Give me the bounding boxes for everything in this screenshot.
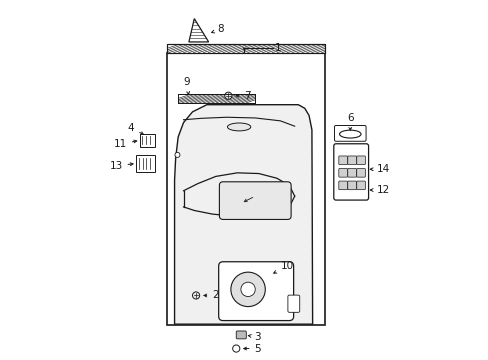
Circle shape [192, 292, 199, 299]
Text: 14: 14 [369, 164, 389, 174]
FancyBboxPatch shape [338, 181, 346, 190]
FancyBboxPatch shape [334, 126, 366, 141]
Text: 12: 12 [369, 185, 389, 195]
Polygon shape [174, 105, 312, 324]
FancyBboxPatch shape [287, 295, 299, 312]
Text: 4: 4 [127, 123, 143, 135]
Text: 11: 11 [113, 139, 137, 149]
FancyBboxPatch shape [218, 262, 293, 320]
FancyBboxPatch shape [356, 168, 365, 177]
FancyBboxPatch shape [236, 331, 246, 339]
Text: 1: 1 [274, 43, 281, 53]
Circle shape [232, 345, 239, 352]
Ellipse shape [339, 130, 360, 138]
Text: 9: 9 [183, 77, 190, 94]
Circle shape [241, 282, 255, 297]
FancyBboxPatch shape [356, 156, 365, 165]
FancyBboxPatch shape [140, 134, 155, 147]
Bar [178, 94, 255, 103]
Text: 10: 10 [273, 261, 293, 273]
Text: 7: 7 [236, 91, 251, 101]
Bar [167, 44, 325, 53]
Bar [167, 44, 325, 53]
Text: 5: 5 [243, 343, 261, 354]
Ellipse shape [227, 123, 250, 131]
FancyBboxPatch shape [338, 168, 346, 177]
FancyBboxPatch shape [347, 168, 356, 177]
Polygon shape [188, 19, 208, 42]
Bar [167, 53, 325, 325]
Bar [178, 94, 255, 103]
FancyBboxPatch shape [333, 144, 368, 200]
Text: 8: 8 [211, 24, 224, 35]
Text: 6: 6 [346, 113, 353, 130]
Circle shape [224, 92, 231, 99]
Text: 3: 3 [248, 332, 261, 342]
FancyBboxPatch shape [347, 156, 356, 165]
Text: 2: 2 [203, 291, 219, 301]
FancyBboxPatch shape [356, 181, 365, 190]
Circle shape [175, 152, 180, 157]
FancyBboxPatch shape [219, 182, 290, 220]
FancyBboxPatch shape [136, 155, 155, 172]
Circle shape [230, 272, 265, 307]
FancyBboxPatch shape [347, 181, 356, 190]
Text: 13: 13 [109, 161, 133, 171]
FancyBboxPatch shape [338, 156, 346, 165]
